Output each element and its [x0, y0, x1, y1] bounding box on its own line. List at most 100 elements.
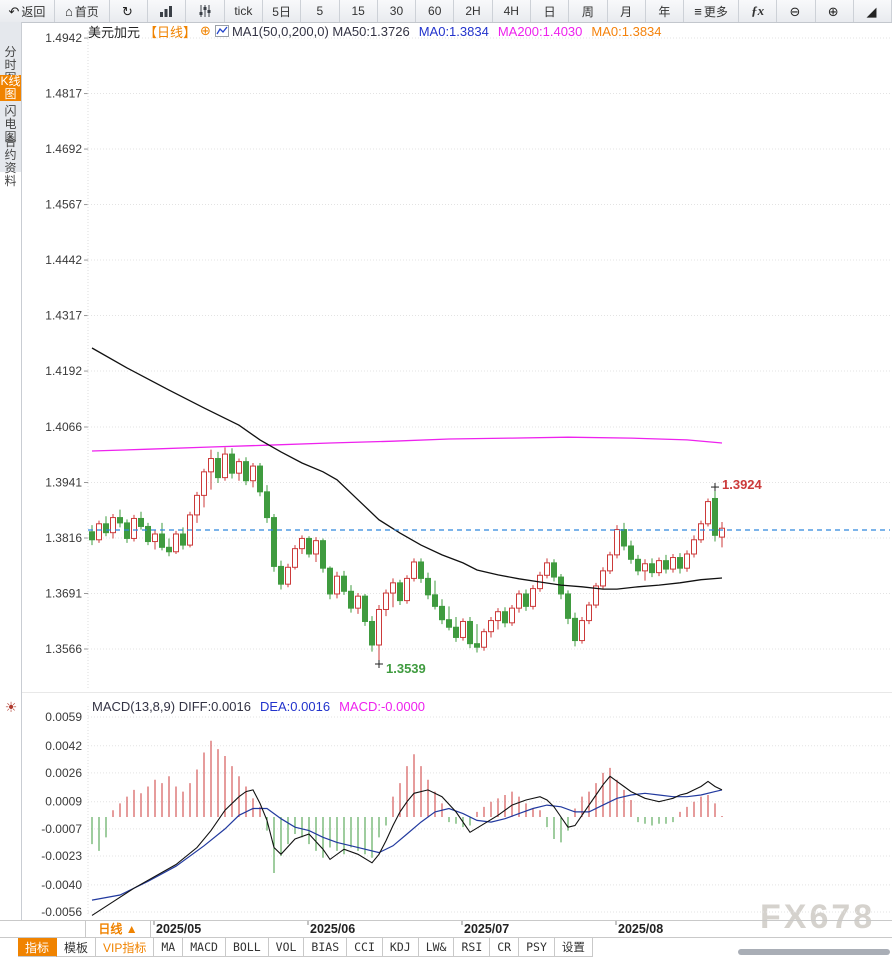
tab-LW&[interactable]: LW& [418, 938, 455, 957]
tab-BIAS[interactable]: BIAS [304, 938, 348, 957]
interval-month-label: 月 [620, 4, 633, 19]
interval-30m-label: 30 [389, 4, 404, 18]
home-icon: ⌂ [64, 3, 73, 19]
svg-text:1.3691: 1.3691 [45, 587, 82, 601]
interval-week[interactable]: 周 [569, 0, 608, 22]
draw-button[interactable]: ◢ [854, 0, 892, 22]
interval-5d[interactable]: 5日 [263, 0, 302, 22]
svg-text:1.4442: 1.4442 [45, 253, 82, 267]
chart-style-button[interactable] [148, 0, 187, 22]
interval-month[interactable]: 月 [608, 0, 646, 22]
ma-legend-item: MA1(50,0,200,0) MA50:1.3726 [231, 23, 410, 39]
ma-legend-item: MA200:1.4030 [497, 23, 583, 39]
interval-15m[interactable]: 15 [340, 0, 378, 22]
svg-text:1.4567: 1.4567 [45, 198, 82, 212]
tab-RSI[interactable]: RSI [454, 938, 491, 957]
sidebar-item-闪电图[interactable]: 闪电图 [4, 104, 17, 144]
svg-text:2025/06: 2025/06 [310, 922, 355, 936]
svg-text:0.0026: 0.0026 [45, 766, 82, 780]
svg-text:0.0042: 0.0042 [45, 739, 82, 753]
tab-VOL[interactable]: VOL [268, 938, 305, 957]
interval-4h[interactable]: 4H [493, 0, 531, 22]
sidebar-item-合约资料[interactable]: 合约资料 [4, 135, 17, 188]
timeframe-dropdown[interactable]: 日线 ▲ [85, 921, 151, 937]
ma-legend-item: MA0:1.3834 [418, 23, 489, 39]
tab-MA[interactable]: MA [154, 938, 184, 957]
panel-separator [0, 692, 892, 693]
interval-5d-label: 5日 [272, 4, 291, 19]
more-button[interactable]: ≡ 更多 [684, 0, 739, 22]
tab-PSY[interactable]: PSY [519, 938, 555, 957]
back-button[interactable]: ↶ 返回 [0, 0, 55, 22]
svg-text:2025/05: 2025/05 [156, 922, 201, 936]
svg-text:1.4692: 1.4692 [45, 142, 82, 156]
zoom-out-icon: ⊖ [789, 3, 801, 19]
ma-legend-item: MA0:1.3834 [591, 23, 662, 39]
svg-text:1.3539: 1.3539 [386, 661, 426, 676]
refresh-icon: ↻ [122, 3, 133, 19]
interval-5m-label: 5 [316, 4, 324, 18]
macd-legend-item: MACD:-0.0000 [339, 699, 426, 714]
interval-year[interactable]: 年 [646, 0, 685, 22]
tabs-separator [0, 937, 892, 938]
interval-60m[interactable]: 60 [416, 0, 455, 22]
tab-指标[interactable]: 指标 [18, 938, 58, 957]
interval-tick[interactable]: tick [225, 0, 263, 22]
svg-text:1.4192: 1.4192 [45, 364, 82, 378]
top-toolbar: ↶ 返回 ⌂ 首页 ↻ tick 5日 5 15 30 60 2H 4H 日周月年 ≡ 更多 ƒx ⊖ ⊕ ◢ [0, 0, 892, 23]
tab-CCI[interactable]: CCI [347, 938, 383, 957]
zoom-out-button[interactable]: ⊖ [777, 0, 816, 22]
left-sidebar: 分时图K线图闪电图合约资料 [0, 22, 22, 920]
indicator-settings-icon[interactable]: ☀ [4, 699, 18, 715]
main-chart-legend: 美元加元 【日线】 ⊕ MA1(50,0,200,0) MA50:1.3726 M… [88, 23, 671, 40]
zoom-in-button[interactable]: ⊕ [816, 0, 854, 22]
tab-MACD[interactable]: MACD [183, 938, 226, 957]
tab-设置[interactable]: 设置 [554, 938, 593, 957]
interval-30m[interactable]: 30 [378, 0, 417, 22]
more-button-label: 更多 [703, 4, 728, 19]
tab-VIP指标[interactable]: VIP指标 [96, 938, 155, 957]
horizontal-scrollbar[interactable] [738, 949, 890, 955]
timeframe-label: 【日线】 [144, 24, 197, 40]
home-button[interactable]: ⌂ 首页 [55, 0, 110, 22]
svg-text:1.3924: 1.3924 [722, 477, 763, 492]
line-chart-icon[interactable] [214, 24, 229, 38]
tab-CR[interactable]: CR [490, 938, 520, 957]
home-button-label: 首页 [74, 4, 99, 19]
interval-tick-label: tick [234, 4, 253, 18]
svg-text:0.0059: 0.0059 [45, 710, 82, 724]
xaxis-separator [0, 920, 892, 921]
fx678-watermark: FX678 [760, 898, 876, 936]
draw-icon: ◢ [866, 3, 877, 19]
fx-button[interactable]: ƒx [739, 0, 778, 22]
indicator-tabs: 指标 模板 VIP指标 MA MACD BOLL VOL BIAS CCI KDJ LW& RSI CR… [18, 938, 593, 957]
tab-BOLL[interactable]: BOLL [225, 938, 269, 957]
svg-text:-0.0040: -0.0040 [41, 878, 82, 892]
svg-text:1.3566: 1.3566 [45, 642, 82, 656]
svg-text:2025/08: 2025/08 [618, 922, 663, 936]
bar-chart-icon [160, 6, 173, 17]
menu-icon: ≡ [694, 3, 702, 19]
interval-day[interactable]: 日 [531, 0, 570, 22]
svg-text:2025/07: 2025/07 [464, 922, 509, 936]
sliders-icon [199, 5, 211, 17]
interval-4h-label: 4H [503, 4, 519, 18]
svg-text:-0.0007: -0.0007 [41, 822, 82, 836]
macd-legend: MACD(13,8,9) DIFF:0.0016 DEA:0.0016 MACD:-… [92, 699, 434, 714]
svg-text:1.3941: 1.3941 [45, 476, 82, 490]
fx-icon: ƒx [751, 3, 765, 18]
sidebar-item-kline-active[interactable]: K线图 [0, 74, 21, 101]
svg-text:-0.0056: -0.0056 [41, 905, 82, 919]
tab-模板[interactable]: 模板 [57, 938, 97, 957]
refresh-button[interactable]: ↻ [110, 0, 149, 22]
interval-60m-label: 60 [428, 4, 442, 18]
interval-year-label: 年 [658, 4, 671, 19]
add-indicator-icon[interactable]: ⊕ [200, 23, 211, 38]
interval-2h[interactable]: 2H [454, 0, 493, 22]
interval-week-label: 周 [581, 4, 594, 19]
indicator-panel-button[interactable] [186, 0, 225, 22]
svg-text:-0.0023: -0.0023 [41, 849, 82, 863]
interval-5m[interactable]: 5 [301, 0, 340, 22]
tab-KDJ[interactable]: KDJ [382, 938, 419, 957]
